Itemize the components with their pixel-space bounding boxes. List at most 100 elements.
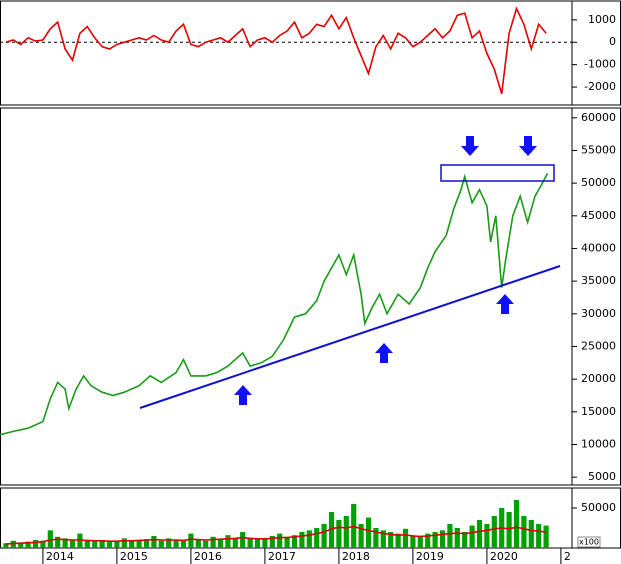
series-line	[5, 6, 547, 95]
resistance-box	[440, 164, 555, 182]
volume-bar	[284, 536, 290, 548]
x-tick-label: 2015	[120, 550, 148, 563]
y-tick-label: 20000	[581, 372, 616, 385]
axis-note-box	[577, 536, 601, 548]
volume-bar	[365, 517, 372, 548]
volume-bar	[106, 540, 113, 548]
volume-bar	[343, 516, 349, 548]
volume-bar	[55, 536, 61, 548]
volume-bar	[454, 528, 460, 548]
y-tick-label: 30000	[581, 307, 616, 320]
volume-bar	[321, 524, 327, 548]
volume-bar	[247, 537, 253, 548]
volume-bar	[203, 540, 209, 548]
volume-bar	[99, 540, 105, 548]
volume-bar	[291, 535, 298, 548]
y-tick-label: 60000	[581, 111, 616, 124]
volume-bar	[336, 520, 342, 548]
volume-bar	[462, 532, 468, 548]
volume-bar	[254, 539, 261, 548]
volume-bar	[543, 525, 549, 548]
series-line	[0, 172, 549, 436]
volume-bar	[536, 524, 542, 548]
volume-bar	[62, 538, 68, 548]
volume-bar	[240, 532, 246, 548]
trend-line	[139, 265, 561, 409]
volume-bar	[388, 532, 394, 548]
volume-bar	[143, 539, 150, 548]
volume-bar	[314, 528, 320, 548]
volume-bar	[129, 540, 135, 548]
volume-bar	[425, 533, 431, 548]
y-tick-label: 5000	[588, 470, 616, 483]
volume-bar	[173, 540, 179, 548]
volume-bar	[18, 542, 24, 548]
volume-bar	[299, 532, 305, 548]
volume-bar	[358, 524, 364, 548]
down-arrow	[519, 136, 537, 156]
x-tick-label: 2016	[194, 550, 222, 563]
y-tick-label: 25000	[581, 339, 616, 352]
volume-bar	[491, 516, 497, 548]
volume-bar	[328, 512, 335, 548]
volume-bar	[69, 540, 76, 548]
volume-bar	[158, 540, 164, 548]
up-arrow	[234, 385, 252, 405]
down-arrow	[461, 136, 479, 156]
volume-bar	[114, 541, 120, 548]
volume-bar	[402, 528, 409, 548]
volume-bar	[217, 539, 224, 548]
volume-bar	[25, 541, 31, 548]
volume-bar	[476, 520, 483, 548]
volume-bar	[121, 538, 127, 548]
volume-bar	[269, 536, 275, 548]
volume-bar	[447, 524, 453, 548]
volume-bar	[188, 533, 194, 548]
y-tick-label: 55000	[581, 143, 616, 156]
x-tick-label: 2	[564, 550, 571, 563]
volume-bar	[232, 538, 238, 548]
y-tick-label: 0	[609, 35, 616, 48]
up-arrow	[496, 294, 514, 314]
x-tick-label: 2020	[490, 550, 518, 563]
series-line	[5, 525, 547, 545]
volume-bar	[380, 530, 386, 548]
volume-bar	[439, 530, 446, 548]
volume-bar	[32, 540, 39, 548]
volume-bar	[521, 516, 527, 548]
y-tick-label: 50000	[581, 501, 616, 514]
y-tick-label: 15000	[581, 405, 616, 418]
x-tick-label: 2019	[416, 550, 444, 563]
volume-bar	[469, 525, 475, 548]
x-tick-label: 2018	[342, 550, 370, 563]
y-tick-label: 45000	[581, 209, 616, 222]
volume-bar	[395, 533, 401, 548]
volume-bar	[151, 536, 157, 548]
y-tick-label: 35000	[581, 274, 616, 287]
volume-bar	[195, 540, 201, 548]
volume-bar	[417, 536, 423, 548]
x-tick-label: 2014	[46, 550, 74, 563]
axis-note: x100	[579, 538, 599, 547]
y-tick-label: 40000	[581, 241, 616, 254]
volume-bar	[410, 535, 416, 548]
x-tick-label: 2017	[268, 550, 296, 563]
volume-bar	[484, 524, 490, 548]
volume-bar	[373, 528, 379, 548]
y-tick-label: -2000	[584, 80, 616, 93]
volume-bar	[210, 536, 216, 548]
volume-bar	[277, 533, 283, 548]
volume-bar	[432, 532, 438, 548]
up-arrow	[375, 343, 393, 363]
volume-bar	[166, 538, 172, 548]
volume-bar	[513, 500, 520, 548]
y-tick-label: 50000	[581, 176, 616, 189]
volume-bar	[180, 540, 187, 548]
volume-bar	[40, 540, 46, 548]
volume-bar	[136, 540, 142, 548]
volume-bar	[506, 512, 512, 548]
volume-bar	[84, 540, 90, 548]
volume-bar	[306, 530, 312, 548]
